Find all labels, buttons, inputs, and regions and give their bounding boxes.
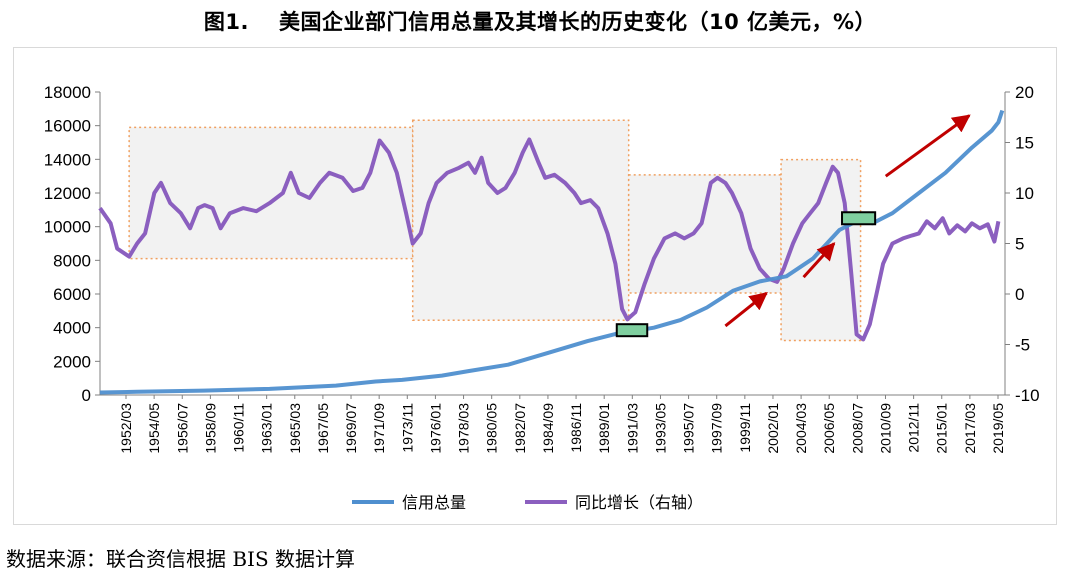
legend-label-growth: 同比增长（右轴） [575, 493, 703, 512]
right-tick-label: 10 [1015, 184, 1034, 203]
highlight-marker-2 [841, 211, 877, 226]
figure-label: 图1. [203, 10, 249, 34]
right-tick-label: 20 [1015, 83, 1034, 102]
trend-arrow-2 [802, 242, 836, 279]
trend-arrow-1 [724, 291, 768, 328]
left-tick-label: 8000 [53, 251, 91, 270]
legend-label-credit: 信用总量 [402, 493, 466, 512]
chart-title: 图1. 美国企业部门信用总量及其增长的历史变化（10 亿美元，%） [0, 6, 1080, 36]
left-tick-label: 0 [82, 386, 91, 405]
x-tick-label: 1956/07 [174, 403, 190, 454]
x-tick-label: 1989/01 [596, 403, 612, 454]
right-tick-label: 5 [1015, 235, 1024, 254]
chart-frame [13, 47, 1057, 525]
x-tick-label: 1997/09 [709, 403, 725, 454]
x-tick-label: 2004/03 [793, 403, 809, 454]
x-tick-label: 2006/05 [821, 403, 837, 454]
x-tick-label: 1958/09 [202, 403, 218, 454]
left-tick-label: 4000 [53, 319, 91, 338]
x-tick-label: 1952/03 [118, 403, 134, 454]
right-tick-label: -10 [1015, 386, 1040, 405]
x-tick-label: 1980/05 [484, 403, 500, 454]
x-tick-label: 1986/11 [568, 403, 584, 453]
x-tick-label: 1982/07 [512, 403, 528, 454]
highlight-marker-1 [615, 323, 649, 338]
left-tick-label: 18000 [44, 83, 91, 102]
x-tick-label: 1973/11 [399, 403, 415, 453]
x-tick-label: 2017/03 [962, 403, 978, 454]
x-tick-label: 1965/03 [287, 403, 303, 454]
trend-arrow-3 [884, 114, 971, 178]
x-tick-label: 1963/01 [259, 403, 275, 454]
left-tick-label: 16000 [44, 117, 91, 136]
x-tick-label: 1967/05 [315, 403, 331, 454]
series-growth-line [98, 137, 1001, 342]
period-box-1 [128, 126, 414, 260]
series-credit-line [99, 109, 1005, 395]
title-text: 美国企业部门信用总量及其增长的历史变化（10 亿美元，%） [279, 10, 877, 34]
x-tick-label: 1971/09 [371, 403, 387, 454]
x-tick-label: 1976/01 [427, 403, 443, 454]
x-tick-label: 2008/07 [849, 403, 865, 454]
period-box-2 [411, 119, 630, 322]
x-tick-label: 1999/11 [737, 403, 753, 453]
x-tick-label: 2002/01 [765, 403, 781, 454]
left-tick-label: 6000 [53, 285, 91, 304]
left-tick-label: 2000 [53, 352, 91, 371]
x-tick-label: 1993/05 [652, 403, 668, 454]
x-tick-label: 1991/03 [624, 403, 640, 454]
left-tick-label: 12000 [44, 184, 91, 203]
x-tick-label: 2012/11 [906, 403, 922, 453]
right-tick-label: -5 [1015, 336, 1030, 355]
x-tick-label: 1954/05 [146, 403, 162, 454]
x-tick-label: 2015/01 [934, 403, 950, 454]
x-tick-label: 1960/11 [231, 403, 247, 453]
x-tick-label: 2010/09 [877, 403, 893, 454]
source-note: 数据来源：联合资信根据 BIS 数据计算 [6, 547, 356, 571]
x-tick-label: 1995/07 [681, 403, 697, 454]
right-tick-label: 15 [1015, 134, 1034, 153]
right-tick-label: 0 [1015, 285, 1024, 304]
period-box-3 [627, 174, 782, 294]
x-tick-label: 1978/03 [456, 403, 472, 454]
left-tick-label: 14000 [44, 150, 91, 169]
x-tick-label: 2019/05 [990, 403, 1006, 454]
left-tick-label: 10000 [44, 218, 91, 237]
x-tick-label: 1969/07 [343, 403, 359, 454]
x-tick-label: 1984/09 [540, 403, 556, 454]
